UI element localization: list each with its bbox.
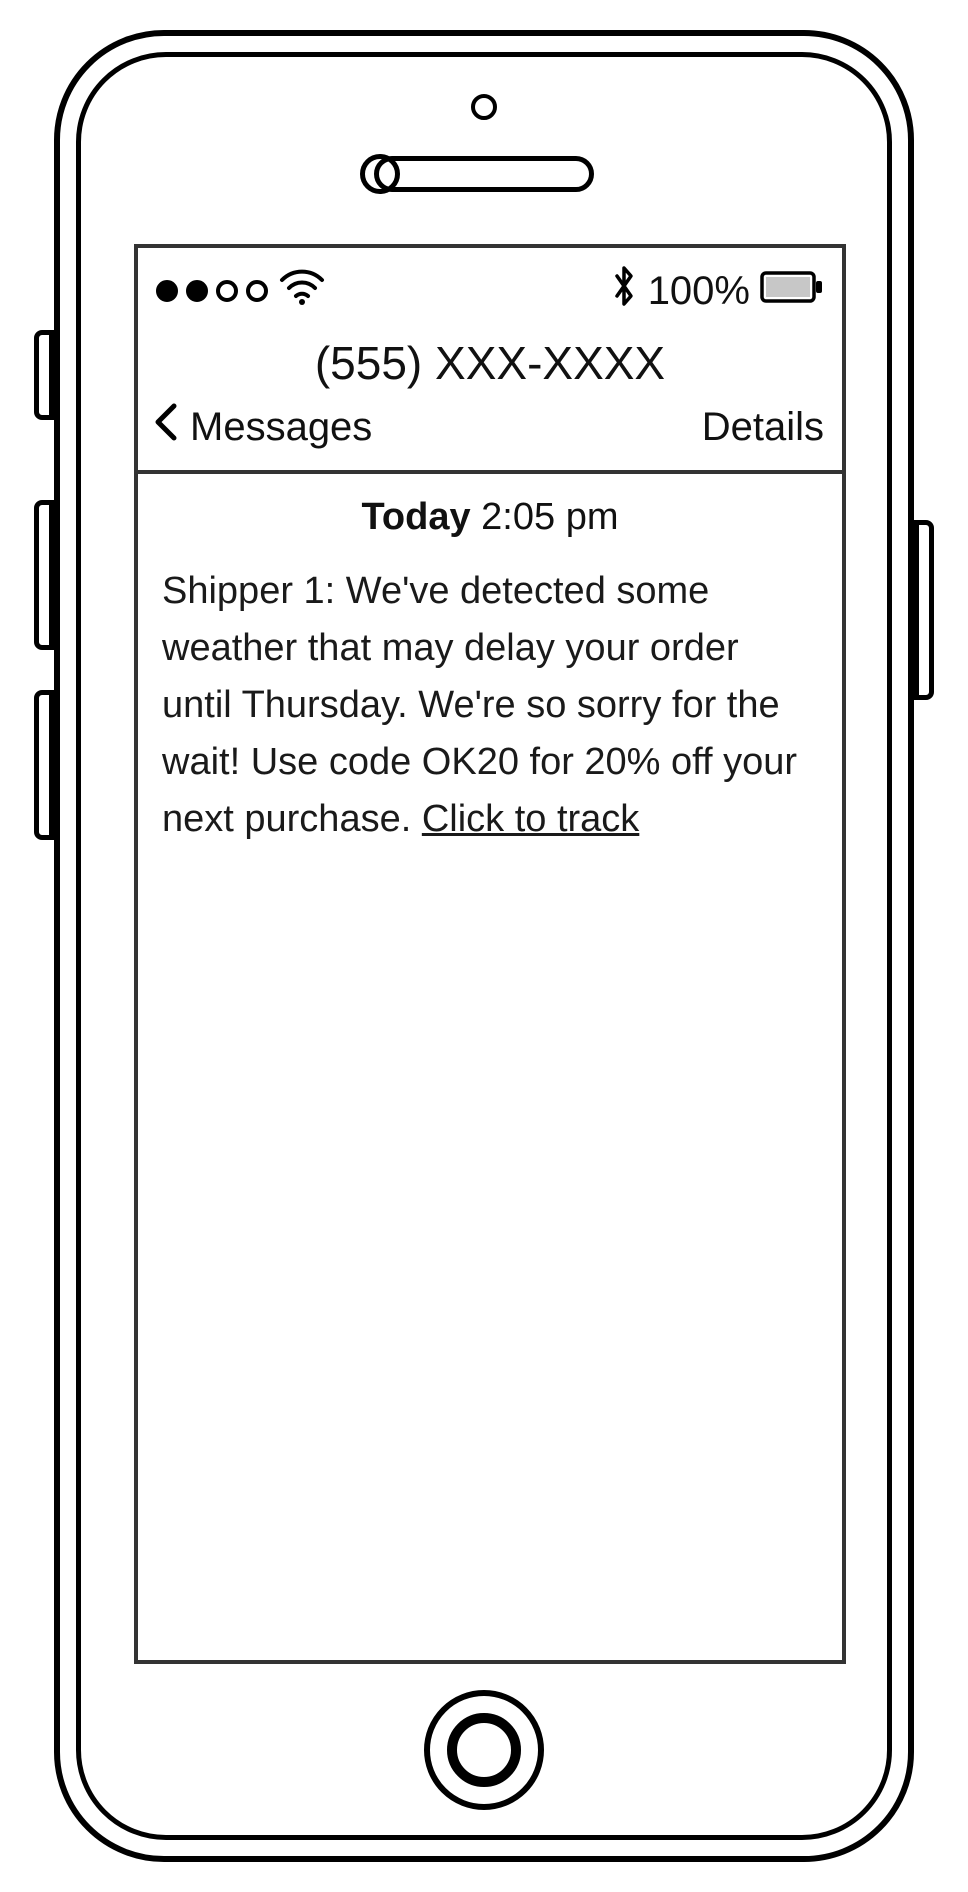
status-bar: 100% [138, 248, 842, 324]
bluetooth-icon [610, 264, 638, 318]
volume-down-button[interactable] [34, 690, 54, 840]
home-button-ring [447, 1713, 521, 1787]
track-link[interactable]: Click to track [422, 798, 639, 840]
power-button[interactable] [914, 520, 934, 700]
chevron-left-icon [152, 402, 180, 452]
timestamp-time: 2:05 pm [481, 496, 618, 538]
conversation-content: Today 2:05 pm Shipper 1: We've detected … [138, 474, 842, 870]
volume-up-button[interactable] [34, 500, 54, 650]
app-header: 100% (555) XXX-XXXX [138, 248, 842, 474]
signal-dot [246, 280, 268, 302]
timestamp-day: Today [362, 496, 471, 538]
nav-row: Messages Details [138, 398, 842, 470]
earpiece-speaker [374, 156, 594, 192]
screen: 100% (555) XXX-XXXX [134, 244, 846, 1664]
back-button[interactable]: Messages [152, 402, 372, 452]
signal-dot [186, 280, 208, 302]
signal-dot [156, 280, 178, 302]
battery-percent-label: 100% [648, 269, 750, 314]
signal-dot [216, 280, 238, 302]
proximity-sensor [471, 94, 497, 120]
details-button[interactable]: Details [702, 405, 824, 450]
signal-strength-icon [156, 280, 268, 302]
back-button-label: Messages [190, 405, 372, 450]
wifi-icon [278, 266, 326, 316]
battery-icon [760, 269, 824, 314]
message-timestamp: Today 2:05 pm [162, 496, 818, 539]
home-button[interactable] [424, 1690, 544, 1810]
message-bubble: Shipper 1: We've detected some weather t… [162, 563, 818, 848]
phone-frame-outer: 100% (555) XXX-XXXX [54, 30, 914, 1862]
conversation-title: (555) XXX-XXXX [138, 324, 842, 398]
ringer-switch[interactable] [34, 330, 54, 420]
